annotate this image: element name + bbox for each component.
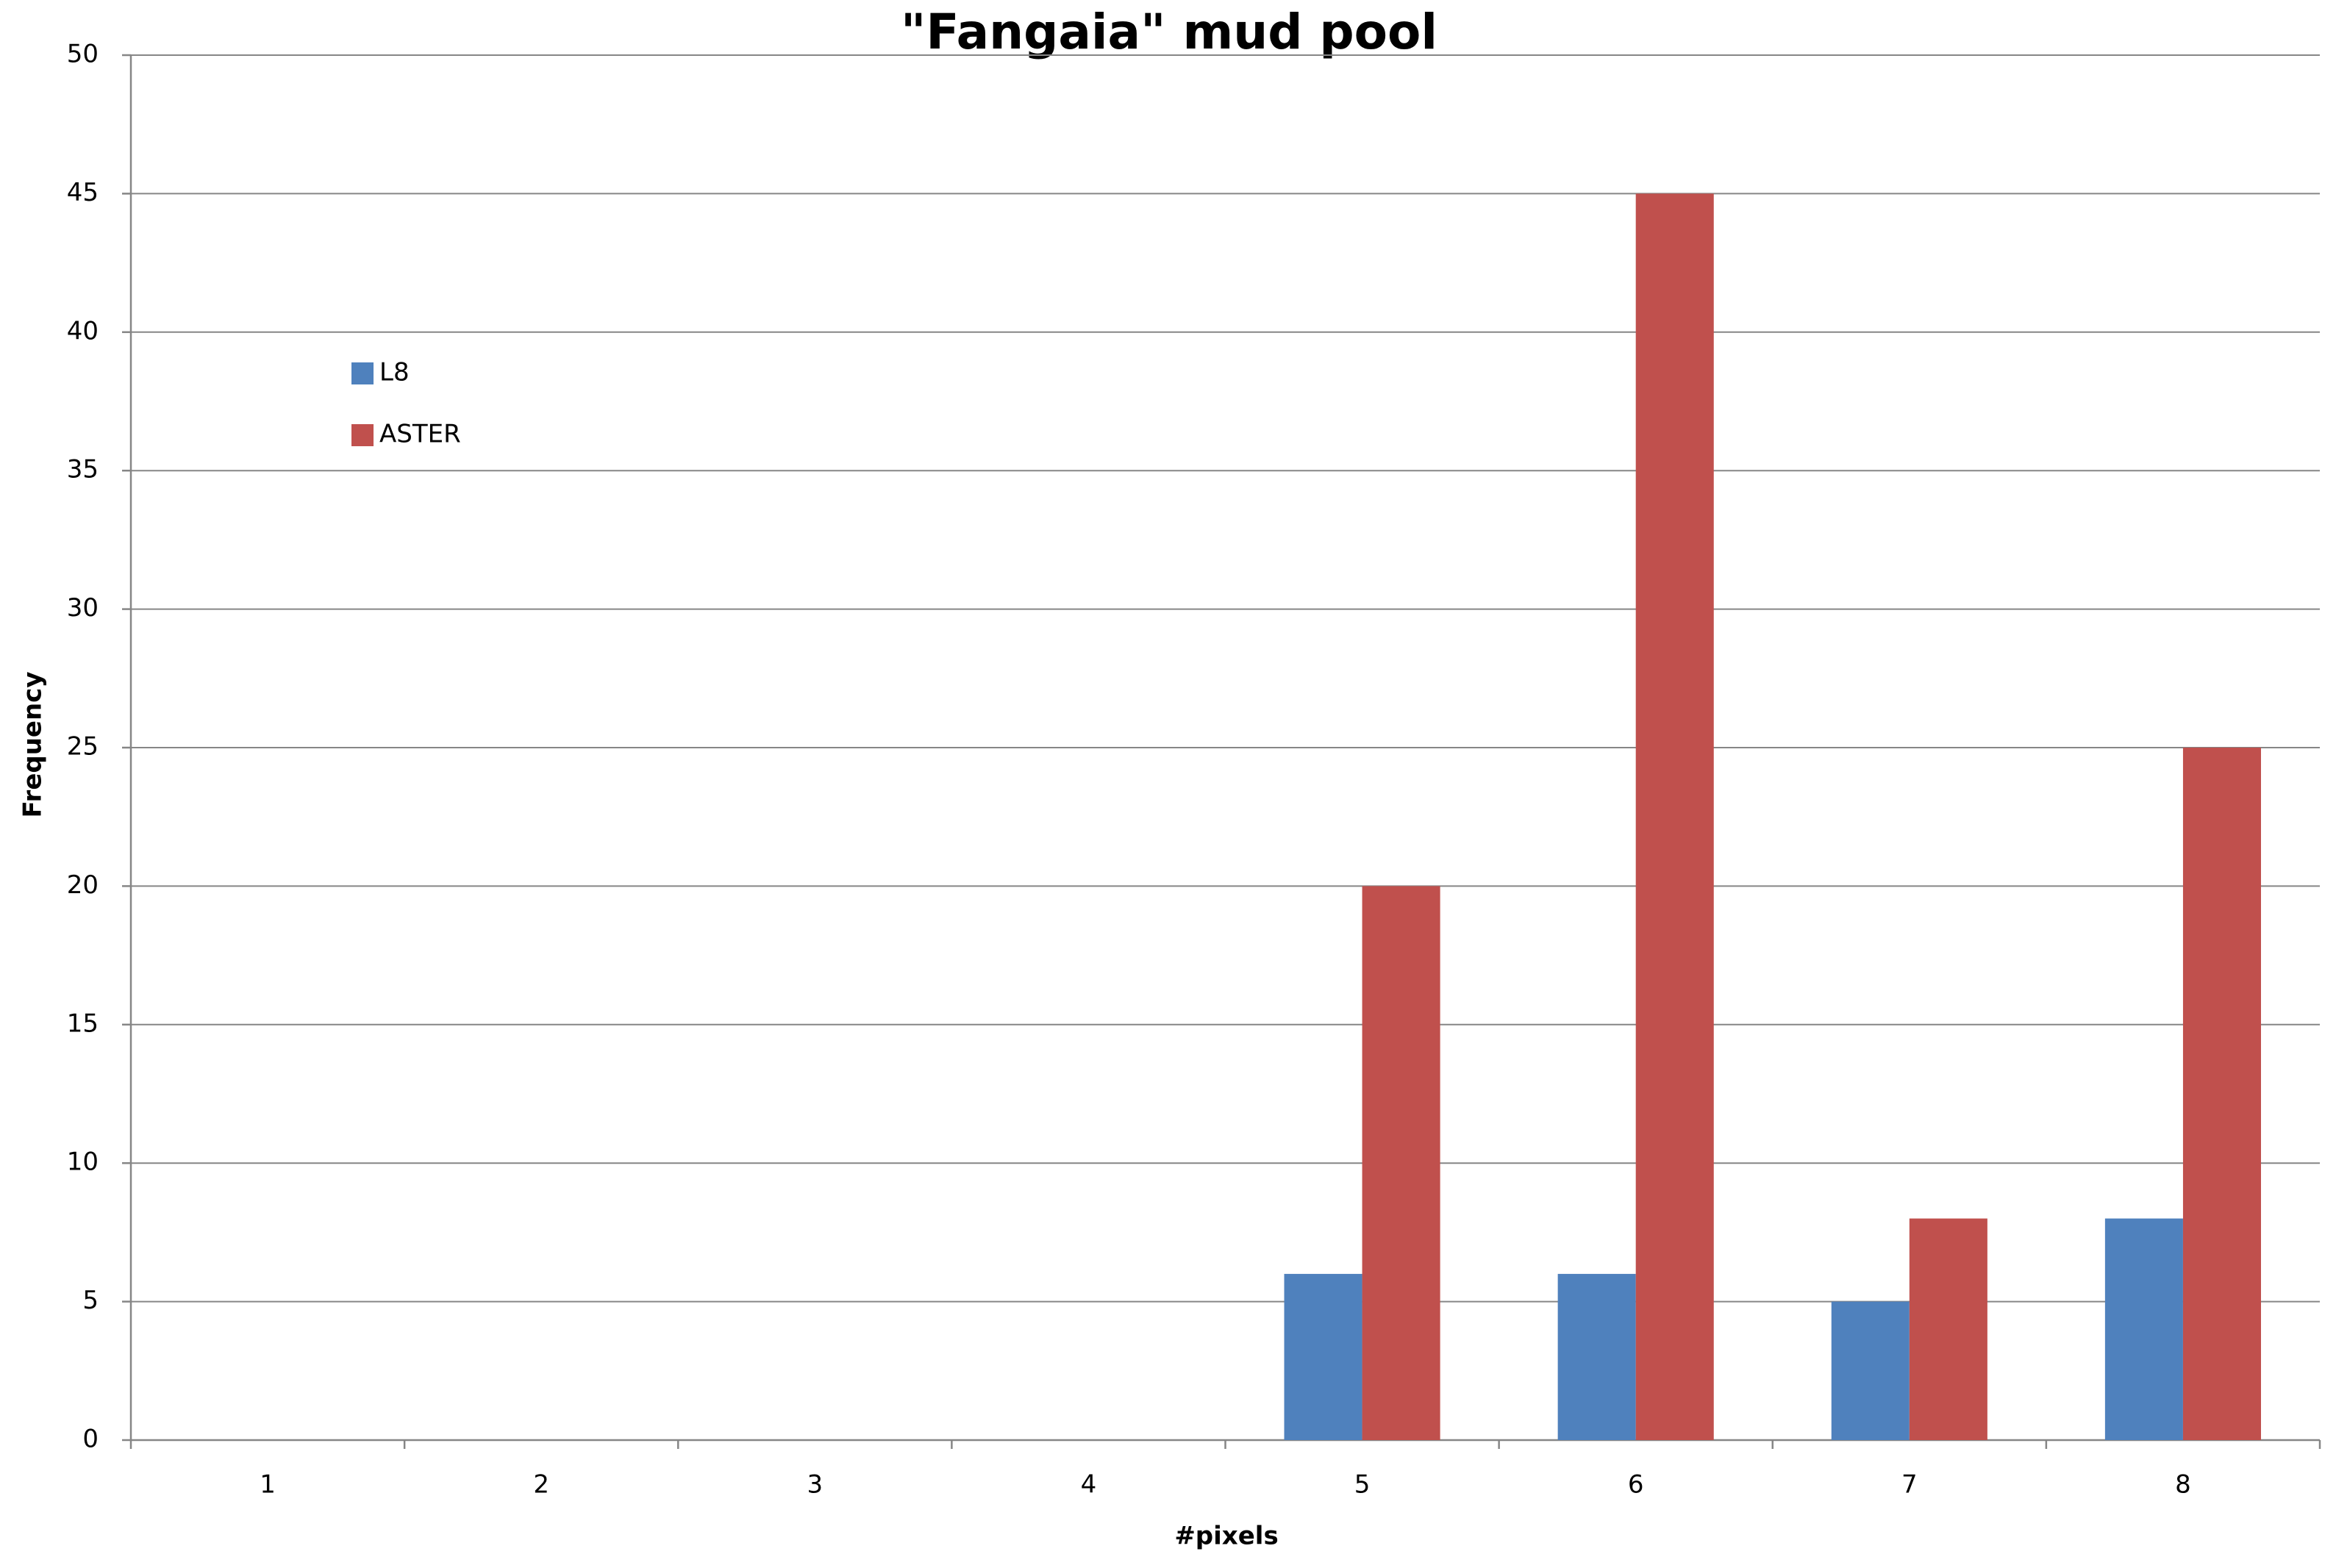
x-tick-label: 2 [533, 1470, 549, 1500]
x-tick-label: 6 [1628, 1470, 1644, 1500]
legend-label: L8 [379, 358, 410, 387]
y-tick-label: 20 [67, 870, 99, 900]
bar [2104, 1218, 2183, 1440]
y-tick-label: 40 [67, 316, 99, 346]
y-tick-label: 25 [67, 732, 99, 762]
y-tick-label: 10 [67, 1148, 99, 1177]
bar [1831, 1301, 1910, 1440]
y-tick-label: 15 [67, 1009, 99, 1038]
legend-label: ASTER [379, 420, 461, 449]
y-tick-label: 35 [67, 455, 99, 484]
bar [1362, 886, 1440, 1440]
x-tick-label: 5 [1354, 1470, 1371, 1500]
x-axis-label: #pixels [1174, 1522, 1278, 1551]
y-tick-label: 30 [67, 593, 99, 623]
y-tick-label: 45 [67, 178, 99, 207]
x-tick-label: 1 [260, 1470, 276, 1500]
bar [1284, 1273, 1362, 1440]
legend-swatch [351, 424, 374, 446]
x-tick-label: 3 [807, 1470, 823, 1500]
y-axis-label: Frequency [18, 671, 48, 817]
y-tick-label: 0 [82, 1425, 99, 1454]
legend-swatch [351, 362, 374, 384]
y-tick-label: 5 [82, 1286, 99, 1315]
bar [1635, 193, 1714, 1440]
bar [1557, 1273, 1636, 1440]
chart-title: "Fangaia" mud pool [901, 4, 1437, 60]
bar [1909, 1218, 1987, 1440]
x-tick-label: 4 [1081, 1470, 1097, 1500]
x-tick-label: 8 [2175, 1470, 2191, 1500]
y-tick-label: 50 [67, 40, 99, 69]
x-tick-label: 7 [1901, 1470, 1918, 1500]
bar [2182, 748, 2261, 1440]
